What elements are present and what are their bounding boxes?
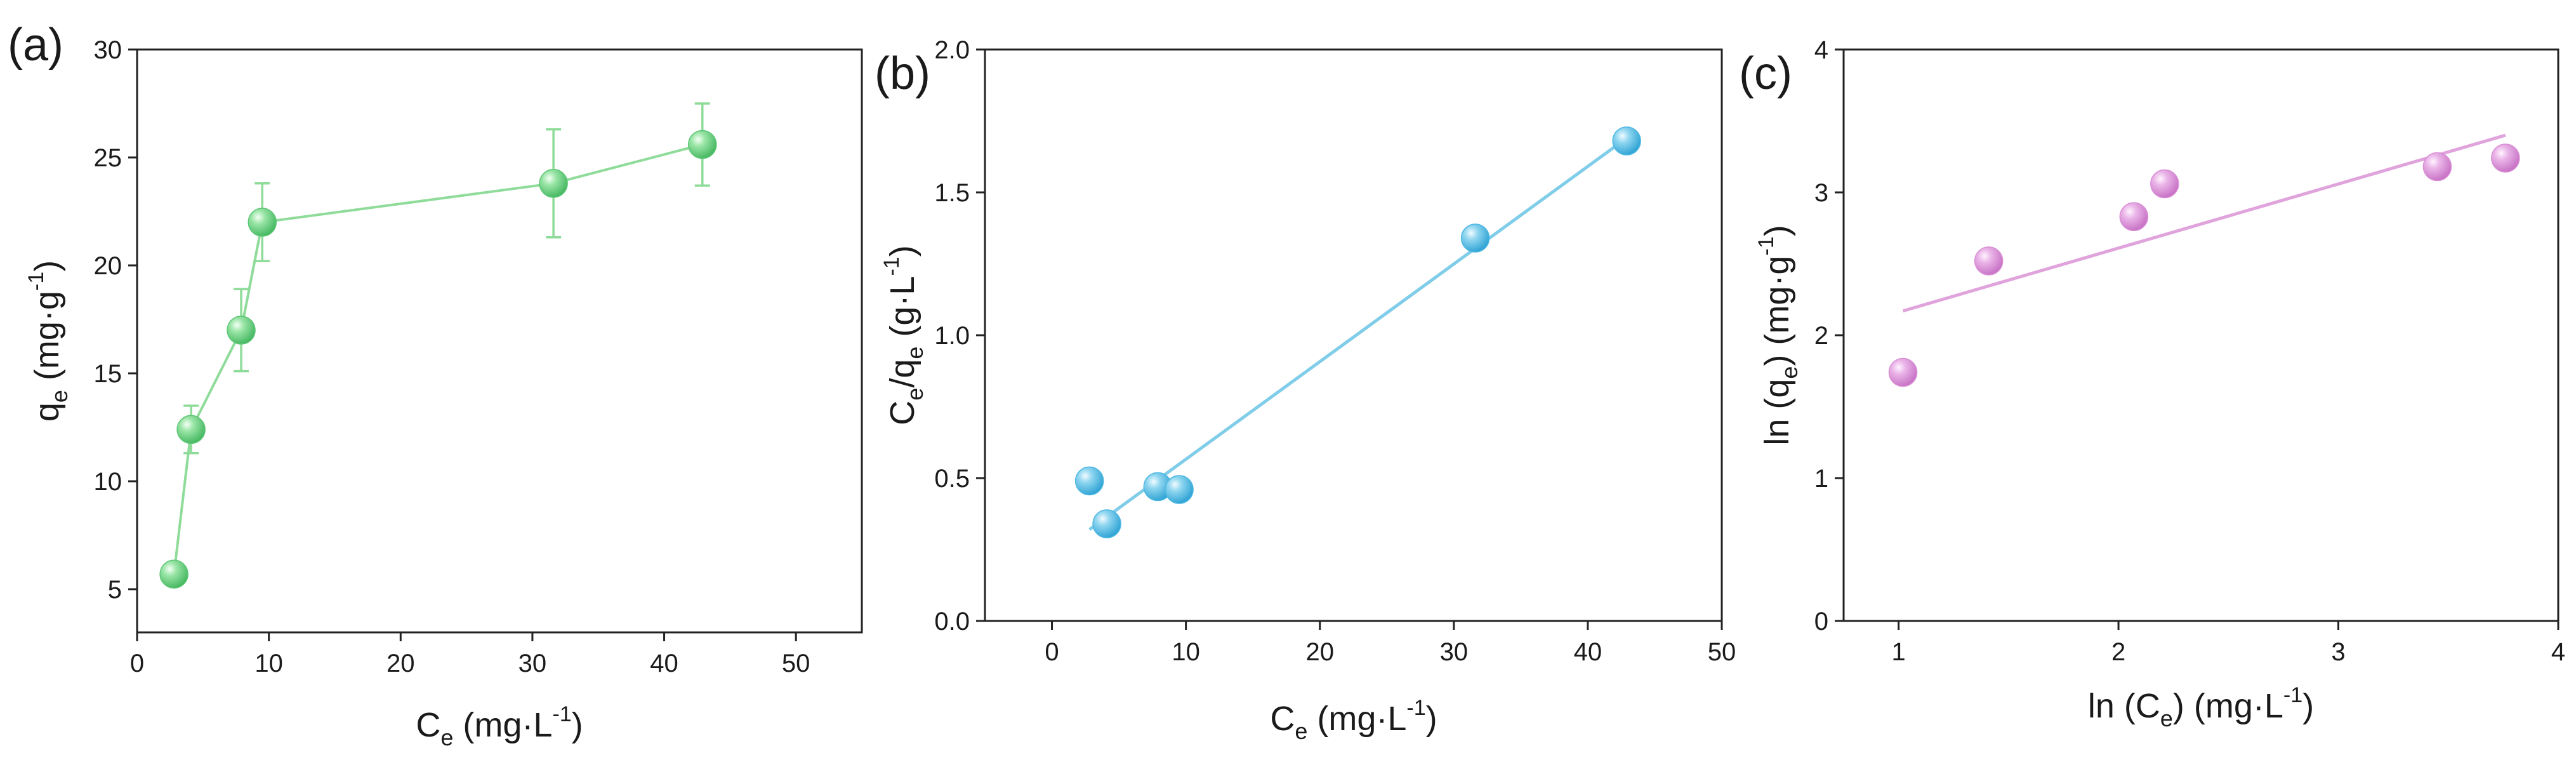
data-point-c-2	[2119, 202, 2149, 231]
x-tick-label-b-3: 30	[1440, 638, 1469, 666]
x-tick-label-c-3: 4	[2551, 638, 2565, 666]
y-tick-label-a-1: 10	[94, 468, 122, 496]
y-tick-label-b-4: 2.0	[934, 36, 970, 64]
data-point-c-4	[2422, 152, 2452, 182]
y-tick-label-b-2: 1.0	[934, 322, 970, 350]
y-axis-title-c: ln (qe) (mg·g-1)	[1754, 225, 1802, 445]
data-point-a-5	[688, 130, 717, 159]
chart-panel-a: (a) 0 10 20 30 40 50 5 10 15 20 25 30 Ce (mg·L-1) q…	[8, 20, 863, 750]
data-point-a-0	[159, 559, 188, 589]
y-tick-label-b-0: 0.0	[934, 608, 970, 636]
data-point-b-3	[1165, 475, 1194, 504]
data-point-c-0	[1888, 357, 1918, 387]
y-tick-label-c-2: 2	[1814, 322, 1828, 350]
data-point-b-5	[1612, 126, 1641, 156]
x-tick-label-a-0: 0	[130, 650, 144, 677]
panel-label-a: (a)	[8, 20, 63, 70]
y-tick-label-c-3: 3	[1814, 179, 1828, 207]
x-tick-label-c-2: 3	[2331, 638, 2345, 666]
y-tick-label-b-1: 0.5	[934, 465, 970, 493]
y-axis-title-b: Ce/qe (g·L-1)	[880, 245, 928, 425]
x-tick-label-a-5: 50	[782, 650, 810, 677]
plot-frame-b	[984, 48, 1723, 622]
y-axis-title-a: qe (mg·g-1)	[24, 260, 72, 422]
data-point-c-3	[2150, 169, 2179, 199]
plot-frame-c	[1842, 48, 2559, 622]
x-tick-label-b-0: 0	[1045, 638, 1059, 666]
x-tick-label-a-3: 30	[519, 650, 547, 677]
data-point-b-1	[1092, 509, 1121, 538]
series-line-a	[173, 143, 703, 575]
x-tick-label-c-0: 1	[1891, 638, 1905, 666]
y-tick-label-a-2: 15	[94, 360, 122, 388]
y-tick-label-c-4: 4	[1814, 36, 1828, 64]
chart-panel-b: (b) 0 10 20 30 40 50 0.0 0.5 1.0 1.5 2.0 Ce (mg·L-…	[875, 36, 1736, 744]
x-tick-label-b-5: 50	[1708, 638, 1736, 666]
x-tick-label-b-2: 20	[1305, 638, 1334, 666]
y-tick-label-c-1: 1	[1814, 465, 1828, 493]
y-tick-label-a-4: 25	[94, 144, 122, 172]
data-point-a-1	[176, 415, 206, 444]
y-tick-label-c-0: 0	[1814, 608, 1828, 636]
data-point-a-3	[248, 208, 277, 237]
x-tick-label-a-1: 10	[254, 650, 283, 677]
data-point-b-0	[1074, 466, 1104, 496]
x-axis-title-c: ln (Ce) (mg·L-1)	[2088, 683, 2314, 731]
data-point-a-2	[227, 316, 256, 345]
panel-label-c: (c)	[1739, 48, 1792, 99]
y-tick-label-b-3: 1.5	[934, 179, 970, 207]
data-point-a-4	[539, 169, 568, 198]
plot-frame-a	[136, 48, 863, 634]
data-point-c-1	[1974, 246, 2004, 276]
y-tick-label-a-3: 20	[94, 252, 122, 280]
fit-line-c	[1902, 133, 2506, 313]
x-tick-label-c-1: 2	[2111, 638, 2125, 666]
x-axis-title-b: Ce (mg·L-1)	[1270, 696, 1437, 744]
y-tick-label-a-0: 5	[108, 576, 122, 604]
x-tick-label-a-2: 20	[386, 650, 415, 677]
chart-panel-c: (c) 1 2 3 4 0 1 2 3 4 ln (Ce) (mg·L-1) ln (qe) (…	[1739, 36, 2565, 731]
x-axis-title-a: Ce (mg·L-1)	[416, 702, 583, 750]
x-tick-label-a-4: 40	[650, 650, 678, 677]
x-tick-label-b-1: 10	[1172, 638, 1200, 666]
fit-line-b	[1088, 137, 1628, 531]
data-point-b-4	[1460, 223, 1490, 253]
x-tick-label-b-4: 40	[1574, 638, 1602, 666]
panel-label-b: (b)	[875, 48, 930, 99]
y-tick-label-a-5: 30	[94, 36, 122, 64]
data-point-c-5	[2491, 143, 2520, 173]
